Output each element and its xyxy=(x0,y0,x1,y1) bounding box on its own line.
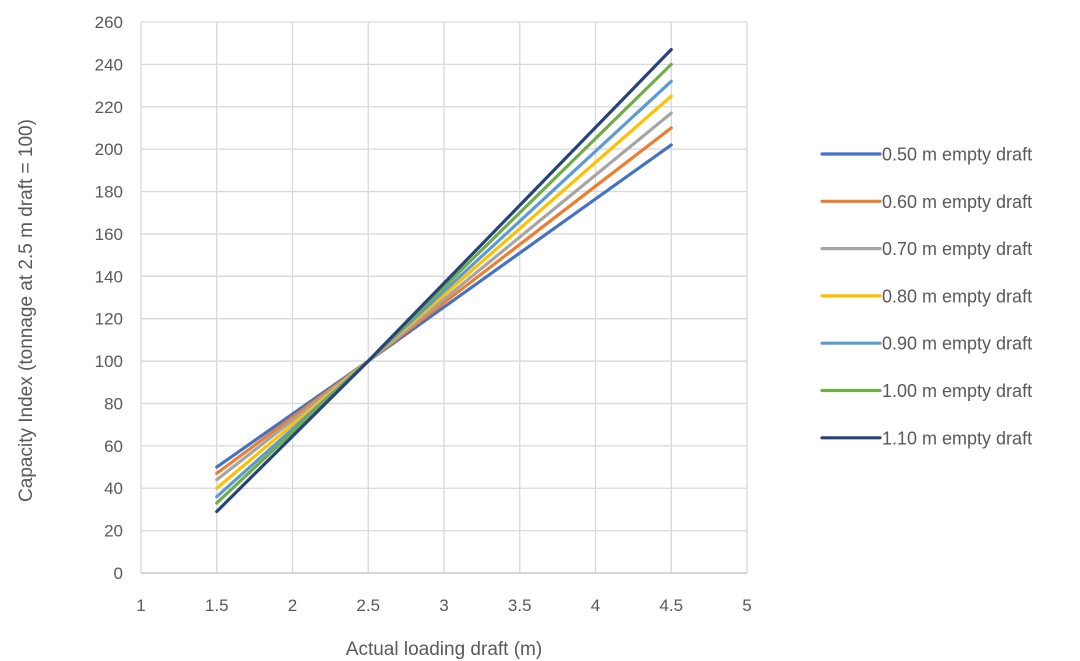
y-tick-label: 0 xyxy=(114,564,123,583)
x-tick-label: 1 xyxy=(136,596,145,615)
y-tick-label: 60 xyxy=(104,437,123,456)
legend-label: 0.80 m empty draft xyxy=(882,286,1032,306)
x-tick-labels: 1 1.5 2 2.5 3 3.5 4 4.5 5 xyxy=(136,596,751,615)
y-tick-label: 120 xyxy=(95,310,123,329)
y-tick-label: 260 xyxy=(95,13,123,32)
y-tick-label: 240 xyxy=(95,55,123,74)
y-tick-label: 40 xyxy=(104,479,123,498)
series-line xyxy=(215,47,673,514)
legend-label: 1.00 m empty draft xyxy=(882,381,1032,401)
x-tick-label: 1.5 xyxy=(205,596,229,615)
legend-label: 0.60 m empty draft xyxy=(882,192,1032,212)
y-tick-label: 80 xyxy=(104,394,123,413)
legend: 0.50 m empty draft 0.60 m empty draft 0.70… xyxy=(820,145,1032,448)
y-tick-label: 20 xyxy=(104,522,123,541)
y-tick-label: 100 xyxy=(95,352,123,371)
x-tick-label: 5 xyxy=(742,596,751,615)
x-tick-label: 2.5 xyxy=(356,596,380,615)
y-tick-labels: 0 20 40 60 80 100 120 140 160 180 200 220 240 260 xyxy=(95,13,123,583)
y-tick-label: 140 xyxy=(95,267,123,286)
x-tick-label: 3.5 xyxy=(508,596,532,615)
x-tick-label: 4.5 xyxy=(659,596,683,615)
x-tick-label: 4 xyxy=(591,596,600,615)
series-lines xyxy=(215,47,673,514)
y-tick-label: 160 xyxy=(95,225,123,244)
y-tick-label: 180 xyxy=(95,183,123,202)
y-tick-label: 200 xyxy=(95,140,123,159)
x-axis-title: Actual loading draft (m) xyxy=(346,639,542,660)
legend-label: 1.10 m empty draft xyxy=(882,428,1032,448)
x-tick-label: 3 xyxy=(439,596,448,615)
legend-label: 0.50 m empty draft xyxy=(882,145,1032,165)
legend-label: 0.90 m empty draft xyxy=(882,334,1032,354)
x-tick-label: 2 xyxy=(288,596,297,615)
y-tick-label: 220 xyxy=(95,98,123,117)
legend-label: 0.70 m empty draft xyxy=(882,239,1032,259)
y-axis-title: Capacity Index (tonnage at 2.5 m draft =… xyxy=(16,119,37,502)
